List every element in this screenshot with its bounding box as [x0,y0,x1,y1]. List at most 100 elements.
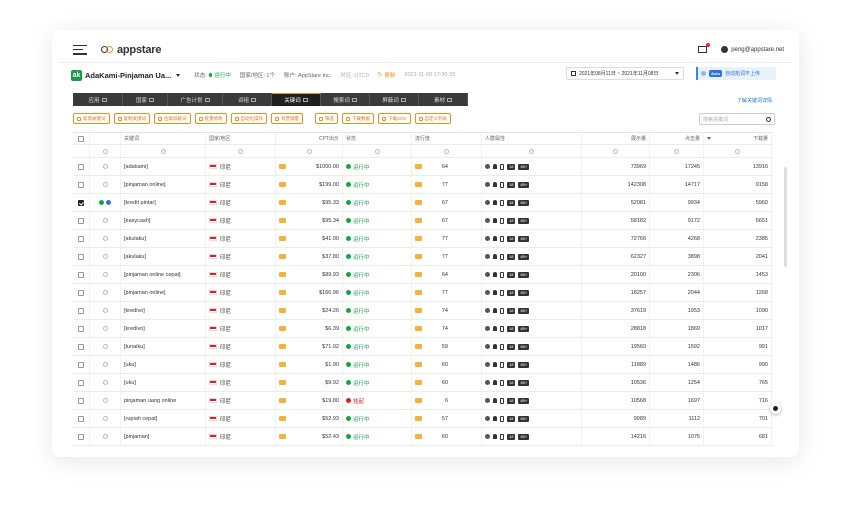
folder-icon[interactable] [279,326,286,331]
marker-empty-icon[interactable] [102,344,108,349]
toolbar-button-0[interactable]: 新增关键词 [73,113,110,124]
marker-empty-icon[interactable] [102,218,108,223]
status-cell[interactable]: 运行中 [343,284,412,301]
col-impressions[interactable]: 展示量 [582,133,650,144]
marker-empty-icon[interactable] [102,254,108,259]
search-icon[interactable] [766,116,771,122]
table-row[interactable]: [tunaiku] 印尼 $71.02 运行中 59 18 65+ 19560 1592 991 [73,338,773,356]
cpt-cell[interactable]: $52.43 [276,428,343,445]
marker-empty-icon[interactable] [102,164,108,169]
keyword-cell[interactable]: pinjaman uang online [121,392,206,409]
table-row[interactable]: [pinjaman online] 印尼 $166.96 运行中 77 18 65+ 1825… [73,284,773,302]
keyword-cell[interactable]: [kredit pintar] [121,194,206,211]
folder-icon[interactable] [415,362,422,367]
folder-icon[interactable] [415,200,422,205]
col-popularity[interactable]: 流行度 [412,133,482,144]
table-row[interactable]: [pinjaman online cepat] 印尼 $89.93 运行中 64 18 65… [73,266,773,284]
toolbar-button-8[interactable]: 下载SOV [378,113,411,124]
marker-empty-icon[interactable] [102,236,108,241]
folder-icon[interactable] [415,380,422,385]
status-cell[interactable]: 运行中 [343,230,412,247]
cpt-cell[interactable]: $1.90 [276,356,343,373]
folder-icon[interactable] [279,272,286,277]
table-row[interactable]: [adakami] 印尼 $1000.00 运行中 64 18 65+ 73969 17245 1… [73,158,773,176]
marker-empty-icon[interactable] [102,434,108,439]
cpt-cell[interactable]: $9.92 [276,374,343,391]
toolbar-button-6[interactable]: 筛选 [315,113,338,124]
row-checkbox[interactable] [78,289,84,296]
keyword-cell[interactable]: [rupiah cepat] [121,410,206,427]
auto-expand-toggle[interactable]: Auto 自动拓词不上传 [696,67,776,80]
filter-icon[interactable] [529,148,534,154]
refresh-button[interactable]: ↻ 更新 [378,71,396,79]
status-cell[interactable]: 运行中 [343,266,412,283]
row-checkbox[interactable] [78,433,84,440]
folder-icon[interactable] [415,164,422,169]
tab-6[interactable]: 屏蔽词 [370,93,419,106]
marker-empty-icon[interactable] [102,416,108,421]
tab-1[interactable]: 国家 [123,93,168,106]
cpt-cell[interactable]: $166.96 [276,284,343,301]
table-row[interactable]: [akulaku] 印尼 $41.00 运行中 77 18 65+ 72766 4268 2385 [73,230,773,248]
row-checkbox[interactable] [78,217,84,224]
filter-icon[interactable] [444,148,449,154]
keyword-cell[interactable]: [pinjaman online cepat] [121,266,206,283]
table-row[interactable]: [kredit pintar] 印尼 $95.33 运行中 67 18 65+ 52081 99… [73,194,773,212]
folder-icon[interactable] [279,362,286,367]
filter-icon[interactable] [238,148,243,154]
folder-icon[interactable] [279,398,286,403]
folder-icon[interactable] [415,236,422,241]
select-all-checkbox[interactable] [78,135,84,142]
cpt-cell[interactable]: $95.33 [276,194,343,211]
folder-icon[interactable] [279,218,286,223]
sort-desc-icon[interactable] [707,137,711,140]
cpt-cell[interactable]: $24.26 [276,302,343,319]
tab-7[interactable]: 素材 [419,93,468,106]
col-cpt[interactable]: CPT出价 [276,133,343,144]
folder-icon[interactable] [279,380,286,385]
cpt-cell[interactable]: $71.02 [276,338,343,355]
row-checkbox[interactable] [78,415,84,422]
folder-icon[interactable] [415,218,422,223]
folder-icon[interactable] [279,416,286,421]
folder-icon[interactable] [279,308,286,313]
col-clicks[interactable]: 点击量 [650,133,704,144]
row-checkbox[interactable] [78,271,84,278]
toolbar-button-3[interactable]: 批量修改 [194,113,227,124]
table-row[interactable]: [kredivo] 印尼 $6.39 运行中 74 18 65+ 28818 1869 1017 [73,320,773,338]
col-region[interactable]: 国家/地区 [206,133,276,144]
row-checkbox[interactable] [78,325,84,332]
table-row[interactable]: [easycash] 印尼 $95.34 运行中 67 18 65+ 58182 9172 565… [73,212,773,230]
marker-empty-icon[interactable] [102,326,108,331]
keyword-cell[interactable]: [easycash] [121,212,206,229]
folder-icon[interactable] [415,416,422,421]
col-status[interactable]: 状态 [343,133,412,144]
status-cell[interactable]: 运行中 [343,176,412,193]
status-cell[interactable]: 运行中 [343,248,412,265]
folder-icon[interactable] [415,290,422,295]
cpt-cell[interactable]: $41.00 [276,230,343,247]
status-cell[interactable]: 运行中 [343,194,412,211]
mail-icon[interactable] [698,43,711,53]
keyword-cell[interactable]: [pinjaman online] [121,176,206,193]
filter-icon[interactable] [674,148,679,154]
row-checkbox[interactable] [78,163,84,170]
toolbar-button-5[interactable]: 有营销量 [271,113,303,124]
keyword-cell[interactable]: [kredivo] [121,302,206,319]
app-dropdown-icon[interactable] [176,73,181,77]
row-checkbox[interactable] [78,343,84,350]
table-row[interactable]: [uku] 印尼 $9.92 运行中 60 18 65+ 10536 1254 765 [73,374,773,392]
col-audience[interactable]: 人群属性 [482,133,582,144]
keyword-cell[interactable]: [adakami] [121,158,206,175]
keyword-cell[interactable]: [uku] [121,356,206,373]
status-cell[interactable]: 运行中 [343,158,412,175]
table-row[interactable]: [pinjaman] 印尼 $52.43 运行中 60 18 65+ 14216 1075 681 [73,428,773,446]
tab-3[interactable]: 词组 [223,93,272,106]
folder-icon[interactable] [279,164,286,169]
row-checkbox[interactable] [78,181,84,188]
status-cell[interactable]: 运行中 [343,356,412,373]
status-cell[interactable]: 运行中 [343,410,412,427]
toolbar-button-9[interactable]: 自定义列表 [414,113,452,124]
keyword-cell[interactable]: [pinjaman online] [121,284,206,301]
cpt-cell[interactable]: $89.93 [276,266,343,283]
